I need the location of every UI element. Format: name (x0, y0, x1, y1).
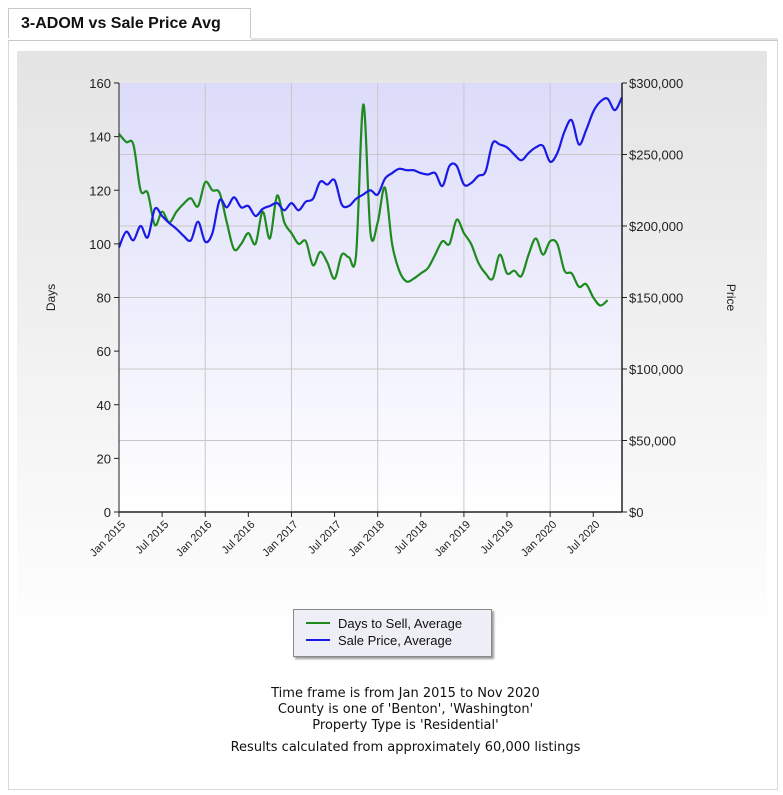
y-left-tick-label: 0 (104, 505, 111, 520)
y-right-tick-label: $0 (629, 505, 643, 520)
y-right-tick-label: $150,000 (629, 291, 683, 306)
note-results: Results calculated from approximately 60… (230, 740, 581, 755)
legend-item-days: Days to Sell, Average (306, 615, 462, 631)
legend-label-days: Days to Sell, Average (338, 615, 463, 631)
y-right-tick-label: $200,000 (629, 219, 683, 234)
y-left-tick-label: 160 (89, 76, 111, 91)
legend-swatch-price (306, 639, 330, 641)
legend-swatch-days (306, 622, 330, 624)
y-right-tick-label: $300,000 (629, 76, 683, 91)
note-county: County is one of 'Benton', 'Washington' (277, 702, 534, 717)
y-left-tick-label: 100 (89, 237, 111, 252)
y-right-axis-title: Price (724, 284, 738, 312)
grid-lines (119, 83, 622, 512)
note-timeframe: Time frame is from Jan 2015 to Nov 2020 (271, 686, 540, 701)
y-left-tick-label: 80 (97, 291, 111, 306)
series-lines (117, 96, 623, 307)
y-right-tick-label: $100,000 (629, 362, 683, 377)
y-left-tick-label: 40 (97, 398, 111, 413)
legend-item-price: Sale Price, Average (306, 632, 452, 648)
chart-tab[interactable]: 3-ADOM vs Sale Price Avg (8, 8, 251, 38)
series-line-days (118, 103, 609, 307)
report-notes: Time frame is from Jan 2015 to Nov 2020 … (17, 686, 783, 756)
y-right-tick-label: $250,000 (629, 148, 683, 163)
chart-title: 3-ADOM vs Sale Price Avg (21, 15, 221, 32)
series-line-price (117, 96, 623, 248)
axes (114, 82, 627, 517)
note-property-type: Property Type is 'Residential' (312, 718, 499, 733)
y-left-tick-label: 20 (97, 451, 111, 466)
y-left-axis-title: Days (44, 284, 58, 311)
y-left-tick-label: 140 (89, 130, 111, 145)
chart-legend: Days to Sell, Average Sale Price, Averag… (293, 609, 492, 657)
y-left-tick-label: 120 (89, 183, 111, 198)
y-right-tick-label: $50,000 (629, 434, 676, 449)
y-left-tick-label: 60 (97, 344, 111, 359)
legend-label-price: Sale Price, Average (338, 632, 452, 648)
tab-divider (251, 38, 778, 40)
dual-axis-line-chart: Jan 2015 Jul 2015 Jan 2016 Jul 2016 Jan 2017… (17, 51, 767, 651)
